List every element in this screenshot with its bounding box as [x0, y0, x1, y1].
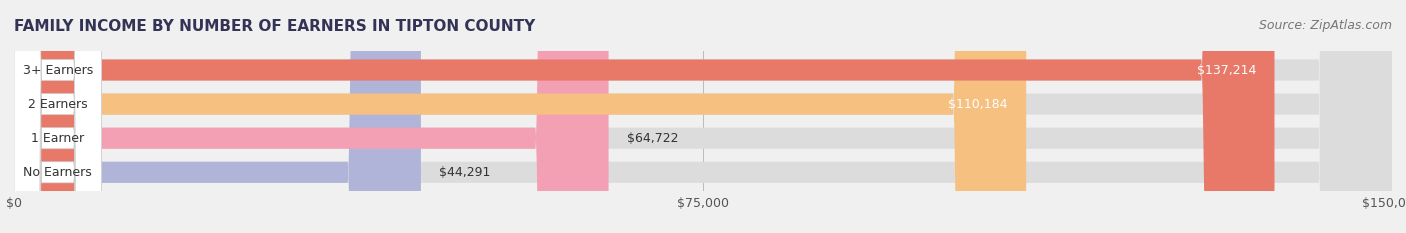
- Text: No Earners: No Earners: [24, 166, 91, 179]
- FancyBboxPatch shape: [14, 0, 1392, 233]
- Text: $44,291: $44,291: [439, 166, 491, 179]
- Text: $110,184: $110,184: [948, 98, 1008, 111]
- Text: FAMILY INCOME BY NUMBER OF EARNERS IN TIPTON COUNTY: FAMILY INCOME BY NUMBER OF EARNERS IN TI…: [14, 19, 536, 34]
- FancyBboxPatch shape: [14, 0, 609, 233]
- Text: $137,214: $137,214: [1197, 64, 1256, 76]
- FancyBboxPatch shape: [14, 0, 1392, 233]
- FancyBboxPatch shape: [14, 0, 101, 233]
- FancyBboxPatch shape: [14, 0, 1274, 233]
- FancyBboxPatch shape: [14, 0, 101, 233]
- FancyBboxPatch shape: [14, 0, 1026, 233]
- Text: 2 Earners: 2 Earners: [28, 98, 87, 111]
- Text: 3+ Earners: 3+ Earners: [22, 64, 93, 76]
- Text: 1 Earner: 1 Earner: [31, 132, 84, 145]
- FancyBboxPatch shape: [14, 0, 420, 233]
- Text: $64,722: $64,722: [627, 132, 679, 145]
- FancyBboxPatch shape: [14, 0, 1392, 233]
- FancyBboxPatch shape: [14, 0, 101, 233]
- FancyBboxPatch shape: [14, 0, 1392, 233]
- FancyBboxPatch shape: [14, 0, 101, 233]
- Text: Source: ZipAtlas.com: Source: ZipAtlas.com: [1258, 19, 1392, 32]
